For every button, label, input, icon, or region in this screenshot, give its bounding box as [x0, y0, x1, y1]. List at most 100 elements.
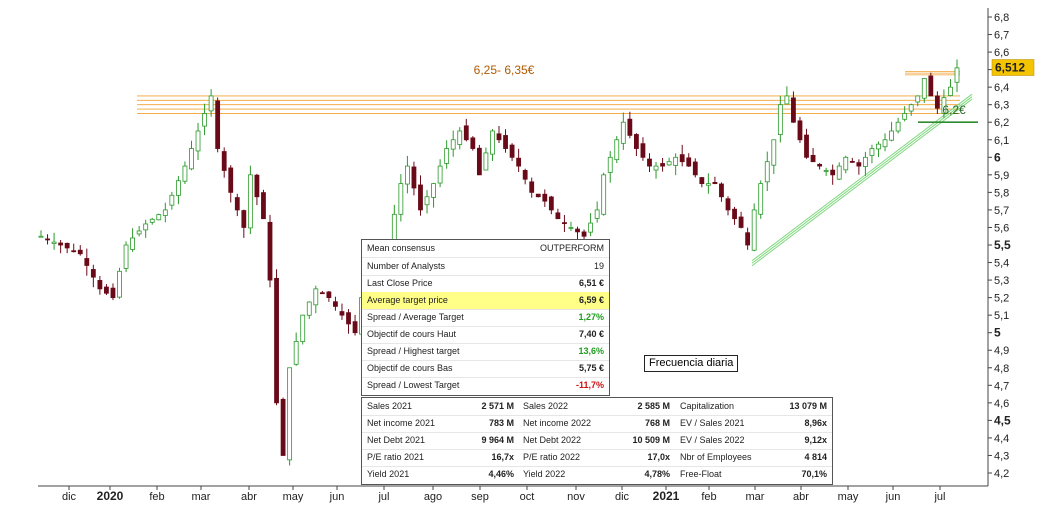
- time-tick-label: jul: [377, 491, 389, 503]
- candle-body: [195, 130, 201, 152]
- candle-body: [542, 193, 548, 202]
- consensus-row-value: 7,40 €: [578, 329, 604, 339]
- time-tick-label: may: [838, 491, 859, 503]
- support-trendline: [751, 96, 973, 264]
- candle-body: [588, 222, 593, 233]
- financials-value: 10 509 M: [632, 435, 670, 445]
- candle-body: [607, 156, 613, 173]
- price-tick-label: 6,3: [994, 100, 1009, 112]
- candle-body: [843, 156, 849, 171]
- price-tick-label: 5: [994, 326, 1001, 340]
- candle-body: [581, 231, 587, 237]
- candle-body: [791, 97, 796, 123]
- candle-body: [418, 184, 423, 211]
- time-tick-label: feb: [149, 491, 164, 503]
- candle-body: [261, 192, 266, 220]
- financials-label: Capitalization: [680, 401, 735, 411]
- candle-body: [503, 135, 508, 149]
- candle-body: [869, 148, 875, 156]
- financials-value: 17,0x: [647, 452, 670, 462]
- candle-body: [476, 147, 482, 176]
- candle-body: [398, 183, 404, 215]
- candle-body: [516, 157, 522, 167]
- price-tick-label: 4,9: [994, 345, 1009, 357]
- candle-body: [686, 157, 692, 167]
- candle-body: [221, 151, 227, 171]
- financials-label: Nbr of Employees: [680, 452, 752, 462]
- financials-row: Net Debt 2021 9 964 M Net Debt 2022 10 509 …: [362, 432, 832, 450]
- time-tick-label: dic: [615, 491, 630, 503]
- financials-label: Net income 2022: [523, 418, 592, 428]
- price-tick-label: 4,6: [994, 398, 1009, 410]
- price-tick-label: 5,5: [994, 238, 1011, 252]
- candle-body: [136, 230, 142, 235]
- candle-body: [104, 286, 109, 294]
- candle-body: [660, 163, 665, 167]
- candle-body: [58, 242, 64, 246]
- candle-body: [882, 139, 888, 148]
- candle-body: [293, 341, 299, 365]
- candle-body: [117, 270, 122, 298]
- candle-body: [247, 174, 253, 229]
- consensus-row: Average target price 6,59 €: [362, 292, 609, 310]
- financials-label: EV / Sales 2021: [680, 418, 745, 428]
- candle-body: [562, 222, 567, 225]
- candle-body: [45, 238, 50, 241]
- candle-body: [319, 292, 325, 295]
- candle-body: [450, 139, 456, 150]
- support-trendline: [751, 93, 973, 262]
- candle-body: [745, 232, 751, 246]
- candle-body: [404, 165, 410, 185]
- consensus-header: Mean consensus OUTPERFORM: [362, 240, 609, 258]
- candle-body: [712, 182, 718, 185]
- consensus-header-label: Mean consensus: [367, 243, 436, 253]
- price-tick-label: 6,8: [994, 12, 1009, 24]
- consensus-row-label: Average target price: [367, 295, 448, 305]
- financials-value: 783 M: [488, 418, 514, 428]
- financials-row: Yield 2021 4,46% Yield 2022 4,78% Free-Float…: [362, 466, 832, 483]
- consensus-table: Mean consensus OUTPERFORM Number of Anal…: [361, 239, 610, 396]
- candle-body: [823, 170, 829, 172]
- financials-label: Sales 2022: [523, 401, 569, 411]
- consensus-row: Objectif de cours Haut 7,40 €: [362, 326, 609, 344]
- candle-body: [764, 161, 770, 183]
- financials-label: P/E ratio 2022: [523, 452, 581, 462]
- candle-body: [90, 269, 96, 278]
- candle-body: [437, 165, 443, 184]
- candle-body: [784, 95, 790, 105]
- price-tick-label: 5,7: [994, 205, 1009, 217]
- candle-body: [529, 181, 535, 193]
- candle-body: [208, 95, 214, 112]
- financials-label: EV / Sales 2022: [680, 435, 745, 445]
- price-tick-label: 4,7: [994, 380, 1009, 392]
- candle-body: [267, 221, 273, 281]
- candle-body: [496, 133, 502, 141]
- candle-body: [352, 321, 358, 334]
- time-tick-label: ago: [424, 491, 442, 503]
- candle-body: [666, 161, 672, 166]
- candle-body: [640, 143, 646, 158]
- consensus-row-value: 13,6%: [578, 346, 604, 356]
- consensus-row: Number of Analysts 19: [362, 258, 609, 276]
- financials-value: 9 964 M: [481, 435, 514, 445]
- consensus-row-value: 1,27%: [578, 312, 604, 322]
- candle-body: [751, 209, 757, 251]
- candle-body: [241, 210, 247, 228]
- candle-body: [705, 183, 711, 186]
- time-tick-label: jun: [885, 491, 901, 503]
- candle-body: [71, 250, 77, 253]
- consensus-row-value: 5,75 €: [578, 363, 604, 373]
- candle-body: [771, 139, 777, 166]
- consensus-row: Objectif de cours Bas 5,75 €: [362, 360, 609, 378]
- candle-body: [732, 208, 737, 220]
- candle-body: [287, 367, 293, 461]
- time-tick-label: abr: [241, 491, 257, 503]
- time-tick-label: feb: [701, 491, 716, 503]
- time-tick-label: oct: [520, 491, 535, 503]
- candle-body: [189, 148, 194, 170]
- candle-body: [215, 100, 221, 149]
- candle-body: [169, 194, 175, 206]
- candle-body: [228, 167, 234, 193]
- candle-body: [457, 130, 463, 145]
